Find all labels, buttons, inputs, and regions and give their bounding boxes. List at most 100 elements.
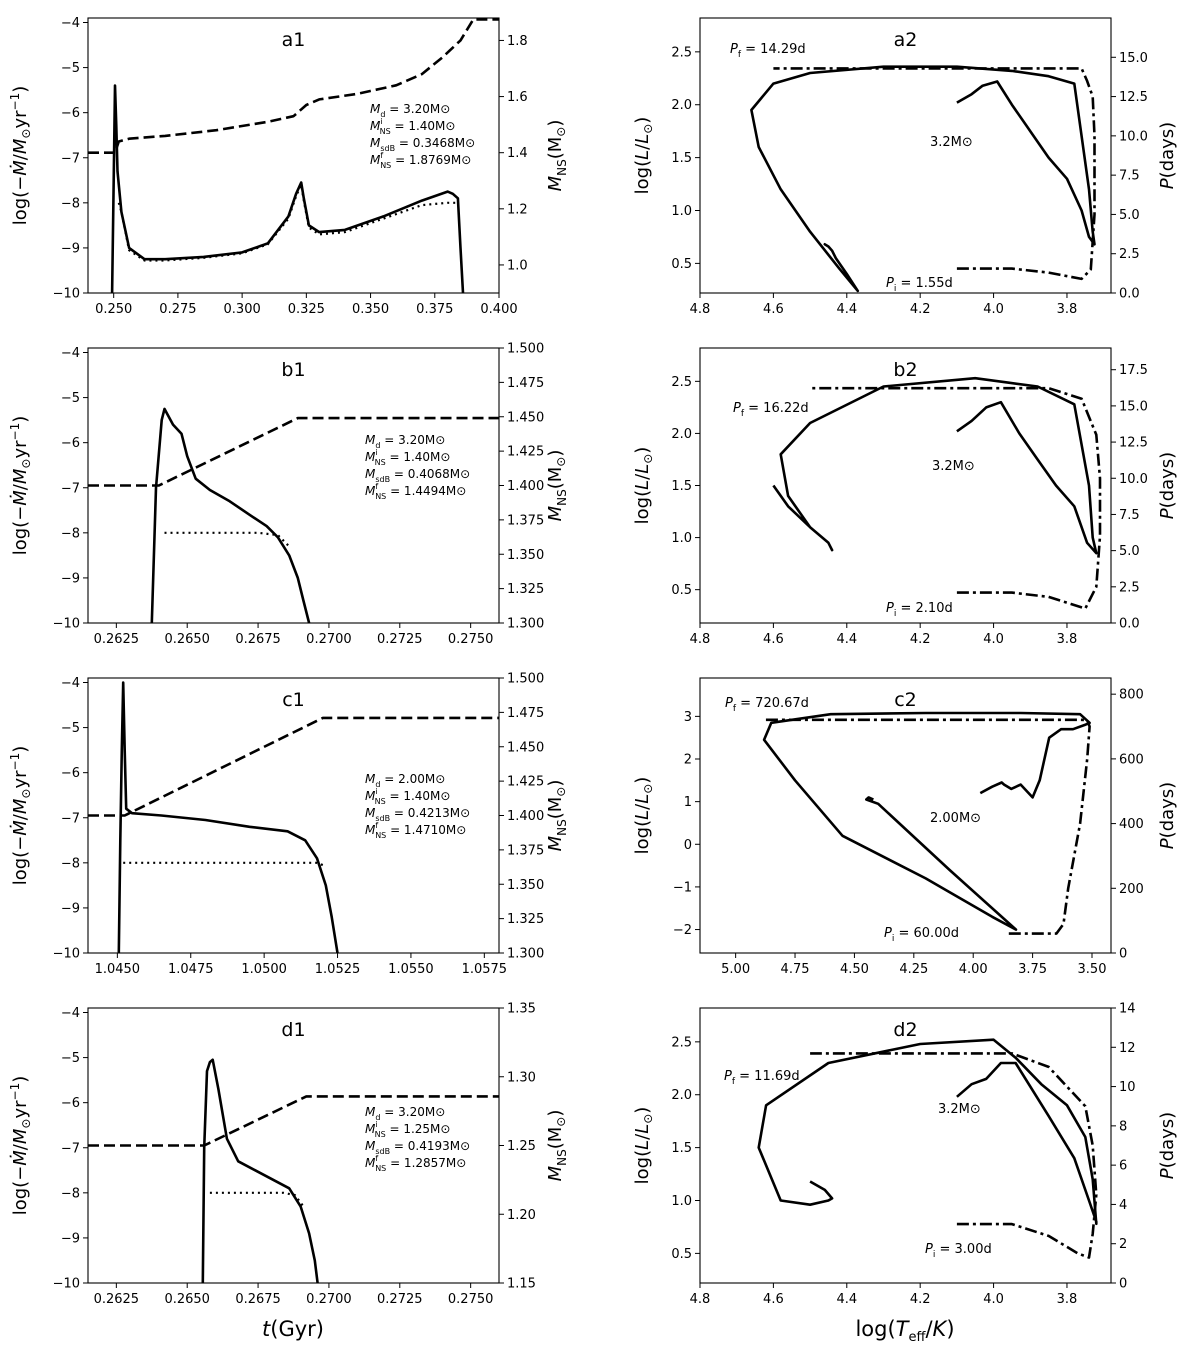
y-tick-label-d1: −4 xyxy=(61,1006,80,1021)
x-tick-label-a1: 0.325 xyxy=(288,302,325,317)
x-tick-label-b1: 0.2675 xyxy=(235,632,281,647)
y2-tick-label-b2: 10.0 xyxy=(1119,472,1148,487)
plot-frame-a1 xyxy=(87,17,500,294)
y2-tick-label-d1: 1.30 xyxy=(507,1070,536,1085)
x-tick-label-a2: 3.8 xyxy=(1057,302,1078,317)
y2-tick-label-d1: 1.35 xyxy=(507,1002,536,1017)
x-tick-label-d1: 0.2725 xyxy=(377,1292,423,1307)
y2-tick-label-a2: 5.0 xyxy=(1119,208,1140,223)
x-tick-label-b1: 0.2750 xyxy=(448,632,494,647)
panel-title-b2: b2 xyxy=(893,359,917,381)
y2-axis-label-d2: P(days) xyxy=(1157,1112,1178,1179)
x-tick-label-b1: 0.2700 xyxy=(306,632,352,647)
x-tick-label-d1: 0.2750 xyxy=(448,1292,494,1307)
y2-tick-label-d2: 4 xyxy=(1119,1198,1127,1213)
y-tick-label-d2: 2.5 xyxy=(671,1035,692,1050)
panel-d1: 0.2625 0.2650 0.2675 0.2700 0.2725 0.2750 −10 −… xyxy=(8,1002,569,1308)
y2-tick-label-b1: 1.475 xyxy=(507,376,544,391)
y2-tick-label-b1: 1.350 xyxy=(507,548,544,563)
y2-tick-label-b2: 5.0 xyxy=(1119,544,1140,559)
x-tick-label-c1: 1.0550 xyxy=(388,962,434,977)
initial-period-label-b2: Pi = 2.10d xyxy=(886,601,953,619)
final-period-label-d2: Pf = 11.69d xyxy=(724,1069,800,1087)
y2-tick-label-c1: 1.300 xyxy=(507,947,544,962)
final-period-label-b2: Pf = 16.22d xyxy=(733,401,809,419)
y2-tick-label-b2: 0.0 xyxy=(1119,617,1140,632)
y2-tick-label-a1: 1.8 xyxy=(507,34,528,49)
x-tick-label-c2: 3.75 xyxy=(1018,962,1047,977)
y-tick-label-b2: 1.0 xyxy=(671,531,692,546)
x-tick-label-b2: 4.4 xyxy=(836,632,857,647)
y2-axis-label-c1: MNS(M⊙) xyxy=(545,780,569,852)
x-tick-label-a2: 4.0 xyxy=(983,302,1004,317)
y-tick-label-d2: 0.5 xyxy=(671,1247,692,1262)
x-tick-label-b2: 3.8 xyxy=(1057,632,1078,647)
x-tick-label-a2: 4.2 xyxy=(910,302,931,317)
series-d2-dashdot-1 xyxy=(810,1052,1098,1259)
y2-tick-label-b1: 1.450 xyxy=(507,410,544,425)
x-tick-label-a2: 4.8 xyxy=(690,302,711,317)
y2-tick-label-c1: 1.325 xyxy=(507,912,544,927)
series-c1-dotted-1 xyxy=(123,861,324,867)
y2-tick-label-b2: 17.5 xyxy=(1119,363,1148,378)
x-tick-label-d1: 0.2625 xyxy=(94,1292,140,1307)
y-tick-label-b2: 2.0 xyxy=(671,427,692,442)
x-tick-label-b2: 4.2 xyxy=(910,632,931,647)
y2-tick-label-d2: 12 xyxy=(1119,1041,1136,1056)
y-tick-label-c2: 2 xyxy=(684,753,692,768)
y-axis-label-c1: log(−Ṁ/M⊙yr−1) xyxy=(8,746,33,886)
x-tick-label-b1: 0.2625 xyxy=(94,632,140,647)
y2-tick-label-c2: 200 xyxy=(1119,882,1144,897)
y-tick-label-a2: 2.5 xyxy=(671,45,692,60)
series-c1-dashed-2 xyxy=(88,716,499,817)
y-axis-label-d2: log(L/L⊙) xyxy=(632,1107,655,1185)
y2-tick-label-b2: 2.5 xyxy=(1119,580,1140,595)
y2-tick-label-a2: 12.5 xyxy=(1119,90,1148,105)
x-tick-label-c1: 1.0475 xyxy=(168,962,214,977)
y2-axis-label-d1: MNS(M⊙) xyxy=(545,1110,569,1182)
annotation-a1-2: MsdB = 0.3468M⊙ xyxy=(370,136,475,153)
annotation-a1-3: Mf NS = 1.8769M⊙ xyxy=(370,151,471,170)
x-tick-label-b1: 0.2725 xyxy=(377,632,423,647)
y2-tick-label-b1: 1.425 xyxy=(507,445,544,460)
y-tick-label-d2: 1.5 xyxy=(671,1141,692,1156)
y2-tick-label-c2: 600 xyxy=(1119,752,1144,767)
y-tick-label-c2: −1 xyxy=(673,880,692,895)
x-tick-label-d2: 4.8 xyxy=(690,1292,711,1307)
panel-title-d2: d2 xyxy=(893,1019,917,1041)
y-tick-label-c2: 3 xyxy=(684,710,692,725)
y2-tick-label-c1: 1.375 xyxy=(507,843,544,858)
x-tick-label-b2: 4.6 xyxy=(763,632,784,647)
x-tick-label-a1: 0.250 xyxy=(95,302,132,317)
x-tick-label-d2: 4.2 xyxy=(910,1292,931,1307)
x-tick-label-b2: 4.0 xyxy=(983,632,1004,647)
series-d2-solid-0 xyxy=(757,1038,1098,1226)
plot-frame-c2 xyxy=(699,677,1112,954)
annotation-d1-2: MsdB = 0.4193M⊙ xyxy=(365,1139,470,1156)
series-d1-dotted-1 xyxy=(209,1191,305,1208)
y-tick-label-c2: 0 xyxy=(684,838,692,853)
y-tick-label-a1: −6 xyxy=(61,106,80,121)
y2-tick-label-c1: 1.400 xyxy=(507,809,544,824)
y-tick-label-b1: −7 xyxy=(61,481,80,496)
plot-frame-a2 xyxy=(699,17,1112,294)
series-c2-solid-0 xyxy=(762,711,1091,931)
y-axis-label-b1: log(−Ṁ/M⊙yr−1) xyxy=(8,416,33,556)
mass-label-d2: 3.2M⊙ xyxy=(938,1102,981,1117)
y-tick-label-b2: 1.5 xyxy=(671,479,692,494)
x-tick-label-a1: 0.350 xyxy=(352,302,389,317)
x-tick-label-a2: 4.4 xyxy=(836,302,857,317)
mass-label-b2: 3.2M⊙ xyxy=(932,459,975,474)
y-tick-label-c1: −7 xyxy=(61,811,80,826)
y2-tick-label-b2: 7.5 xyxy=(1119,508,1140,523)
y-tick-label-c1: −10 xyxy=(53,947,80,962)
series-b1-dashed-2 xyxy=(88,416,499,487)
annotation-b1-3: Mf NS = 1.4494M⊙ xyxy=(365,482,466,501)
x-axis-label-time: t(Gyr) xyxy=(262,1317,324,1341)
y2-tick-label-d2: 0 xyxy=(1119,1277,1127,1292)
y-tick-label-b1: −10 xyxy=(53,617,80,632)
y2-tick-label-c2: 800 xyxy=(1119,688,1144,703)
annotation-b1-0: Md = 3.20M⊙ xyxy=(365,433,445,450)
x-tick-label-b2: 4.8 xyxy=(690,632,711,647)
